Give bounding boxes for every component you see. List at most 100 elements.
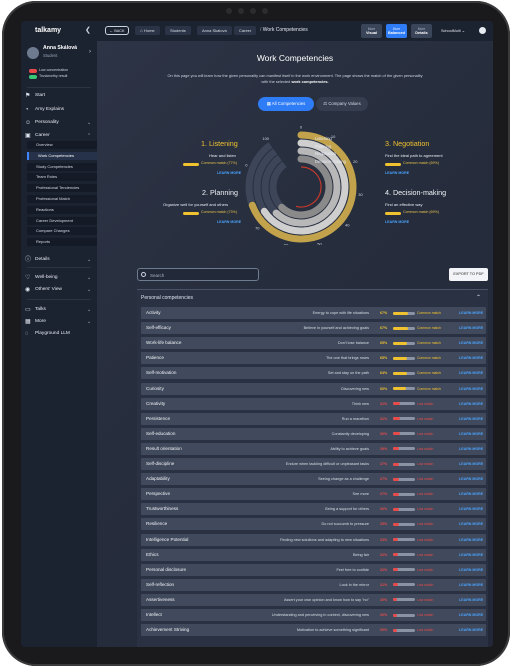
breadcrumb-student[interactable]: Anna Skálová: [197, 26, 232, 35]
career-sub-item[interactable]: Work Competencies: [27, 151, 97, 160]
tab-all-competencies[interactable]: ▦ All Competencies: [258, 97, 314, 111]
learn-more-link[interactable]: LEARN MORE: [217, 171, 242, 175]
table-row[interactable]: Resilience Do not succumb to pressure 25% L…: [141, 518, 486, 531]
table-row[interactable]: Adaptability Seeing change as a challenge…: [141, 473, 486, 486]
table-row[interactable]: Self-education Constantly developing 30% Lo…: [141, 427, 486, 440]
learn-more-link[interactable]: LEARN MORE: [459, 371, 484, 376]
learn-more-link[interactable]: LEARN MORE: [459, 613, 484, 617]
view-balanced-button[interactable]: More Balanced: [386, 24, 407, 38]
table-row[interactable]: Patience The one that brings roses 65% Comm…: [141, 352, 486, 365]
match-percent: 27%: [380, 462, 388, 466]
sidebar-item-talks[interactable]: ▭ Talks ⌄: [21, 305, 97, 315]
breadcrumb-career[interactable]: Career: [234, 26, 257, 35]
learn-more-link[interactable]: LEARN MORE: [385, 171, 410, 175]
learn-more-link[interactable]: LEARN MORE: [459, 597, 484, 602]
sidebar-item-label: Well-being: [35, 275, 58, 280]
user-icon[interactable]: [479, 27, 486, 34]
learn-more-link[interactable]: LEARN MORE: [459, 628, 484, 633]
learn-more-link[interactable]: LEARN MORE: [459, 386, 484, 391]
career-sub-item[interactable]: Career Development: [27, 216, 97, 225]
table-row[interactable]: Self-efficacy Believe in yourself and ach…: [141, 322, 486, 335]
learn-more-link[interactable]: LEARN MORE: [459, 446, 484, 451]
competency-radial-chart: 1009080706050403020100: [245, 125, 363, 246]
career-sub-item[interactable]: Overview: [27, 141, 97, 149]
learn-more-link[interactable]: LEARN MORE: [459, 507, 484, 512]
learn-more-link[interactable]: LEARN MORE: [459, 582, 484, 587]
tab-company-values[interactable]: ⚖ Company Values: [316, 97, 368, 111]
career-sub-item[interactable]: Reactions: [27, 205, 97, 214]
view-visual-button[interactable]: More Visual: [361, 24, 382, 38]
table-row[interactable]: Trustworthiness Being a support for other…: [141, 503, 486, 516]
learn-more-link[interactable]: LEARN MORE: [459, 477, 484, 482]
learn-more-link[interactable]: LEARN MORE: [459, 552, 484, 557]
table-row[interactable]: Activity Energy to cope with life situati…: [141, 307, 486, 319]
table-row[interactable]: Self-motivation Set and stay on the path 6…: [141, 367, 486, 380]
career-sub-item[interactable]: Team Roles: [27, 173, 97, 182]
competency-subtitle: Find an effective way: [385, 202, 423, 207]
back-button[interactable]: ← BACK: [105, 26, 129, 35]
chart-tick-label: 60: [284, 243, 289, 245]
app-logo[interactable]: talkamy: [35, 27, 62, 34]
learn-more-link[interactable]: LEARN MORE: [459, 341, 484, 346]
table-row[interactable]: Self-discipline Endure when tackling diff…: [141, 458, 486, 470]
career-sub-item[interactable]: Reports: [27, 238, 97, 247]
learn-more-link[interactable]: LEARN MORE: [459, 416, 484, 421]
table-row[interactable]: Ethics Being fair 22% Low match LEARN MORE: [141, 548, 486, 561]
sidebar-item-career[interactable]: ▣ Career ⌃: [21, 131, 97, 141]
page-title: Work Competencies: [256, 53, 334, 63]
sidebar-item-more[interactable]: ▦ More ⌄: [21, 317, 97, 327]
career-sub-item[interactable]: Professional Tendencies: [27, 184, 97, 193]
breadcrumb-home[interactable]: ⌂ Home: [135, 26, 160, 35]
learn-more-link[interactable]: LEARN MORE: [385, 220, 410, 224]
school-selector[interactable]: SchoolMulti ⌄: [441, 29, 465, 33]
export-pdf-button[interactable]: EXPORT TO PDF: [449, 268, 488, 281]
collapse-sidebar-icon[interactable]: ❮: [85, 27, 91, 34]
competency-description: Think new: [351, 401, 369, 406]
learn-more-link[interactable]: LEARN MORE: [459, 311, 484, 315]
sidebar-item-well-being[interactable]: ♡ Well-being ⌄: [21, 273, 97, 283]
career-sub-item[interactable]: Compare Changes: [27, 227, 97, 236]
match-percent: 30%: [380, 431, 388, 436]
career-sub-item[interactable]: Study Competencies: [27, 162, 97, 171]
learn-more-link[interactable]: LEARN MORE: [459, 522, 484, 527]
table-row[interactable]: Result orientation Ability to achieve goa…: [141, 442, 486, 455]
chevron-right-icon: ›: [89, 49, 91, 55]
profile-card[interactable]: Anna Skálová Student › Low concentration…: [27, 45, 93, 85]
sidebar-item-playground-llm[interactable]: ◌ Playground LLM: [21, 329, 97, 339]
learn-more-link[interactable]: LEARN MORE: [459, 567, 484, 572]
search-input[interactable]: [150, 270, 255, 280]
table-row[interactable]: Curiosity Discovering new 60% Common match L…: [141, 382, 486, 395]
learn-more-link[interactable]: LEARN MORE: [459, 492, 484, 497]
learn-more-link[interactable]: LEARN MORE: [459, 401, 484, 406]
sidebar-item-start[interactable]: ⚑ Start: [21, 91, 97, 101]
learn-more-link[interactable]: LEARN MORE: [459, 537, 484, 542]
competency-table: Personal competencies ⌃ Activity Energy t…: [137, 289, 488, 647]
sidebar-item-amy-explains[interactable]: ◔ Amy Explains: [21, 105, 97, 115]
table-row[interactable]: Creativity Think new 31% Low match LEARN MOR…: [141, 397, 486, 410]
sidebar-item-personality[interactable]: ☺ Personality ⌄: [21, 118, 97, 128]
sidebar-item-details[interactable]: ⓘ Details ⌄: [21, 255, 97, 265]
breadcrumb-students[interactable]: Students: [165, 26, 191, 35]
table-row[interactable]: Self-reflection Look in the mirror 21% Low …: [141, 578, 486, 591]
learn-more-link[interactable]: LEARN MORE: [217, 220, 242, 224]
learn-more-link[interactable]: LEARN MORE: [459, 462, 484, 466]
competency-name: Persistence: [146, 415, 171, 421]
match-bar-fill: [393, 507, 399, 511]
career-sub-item[interactable]: Professional Match: [27, 195, 97, 203]
sidebar-item-others-view[interactable]: ◉ Others' View ⌄: [21, 285, 97, 295]
table-row[interactable]: Personal disclosure Feel free to confide 2…: [141, 563, 486, 576]
learn-more-link[interactable]: LEARN MORE: [459, 326, 484, 331]
table-row[interactable]: Assertiveness Assert your own opinion and…: [141, 593, 486, 606]
match-label: Low match: [417, 582, 434, 587]
table-row[interactable]: Persistence Run a marathon 31% Low match LEA…: [141, 412, 486, 425]
view-details-button[interactable]: More Details: [411, 24, 432, 38]
table-row[interactable]: Intelligence Potential Finding new soluti…: [141, 533, 486, 546]
table-row[interactable]: Intellect Understanding and perceiving in…: [141, 609, 486, 621]
table-row[interactable]: Perspective See more 27% Low match LEARN MOR…: [141, 488, 486, 501]
table-row[interactable]: Achievement Striving Motivation to achiev…: [141, 624, 486, 637]
learn-more-link[interactable]: LEARN MORE: [459, 356, 484, 361]
chevron-icon: ⌄: [87, 257, 92, 263]
chevron-up-icon[interactable]: ⌃: [476, 295, 482, 301]
table-row[interactable]: Work-life balance Don't lose balance 65% Co…: [141, 337, 486, 350]
learn-more-link[interactable]: LEARN MORE: [459, 431, 484, 436]
